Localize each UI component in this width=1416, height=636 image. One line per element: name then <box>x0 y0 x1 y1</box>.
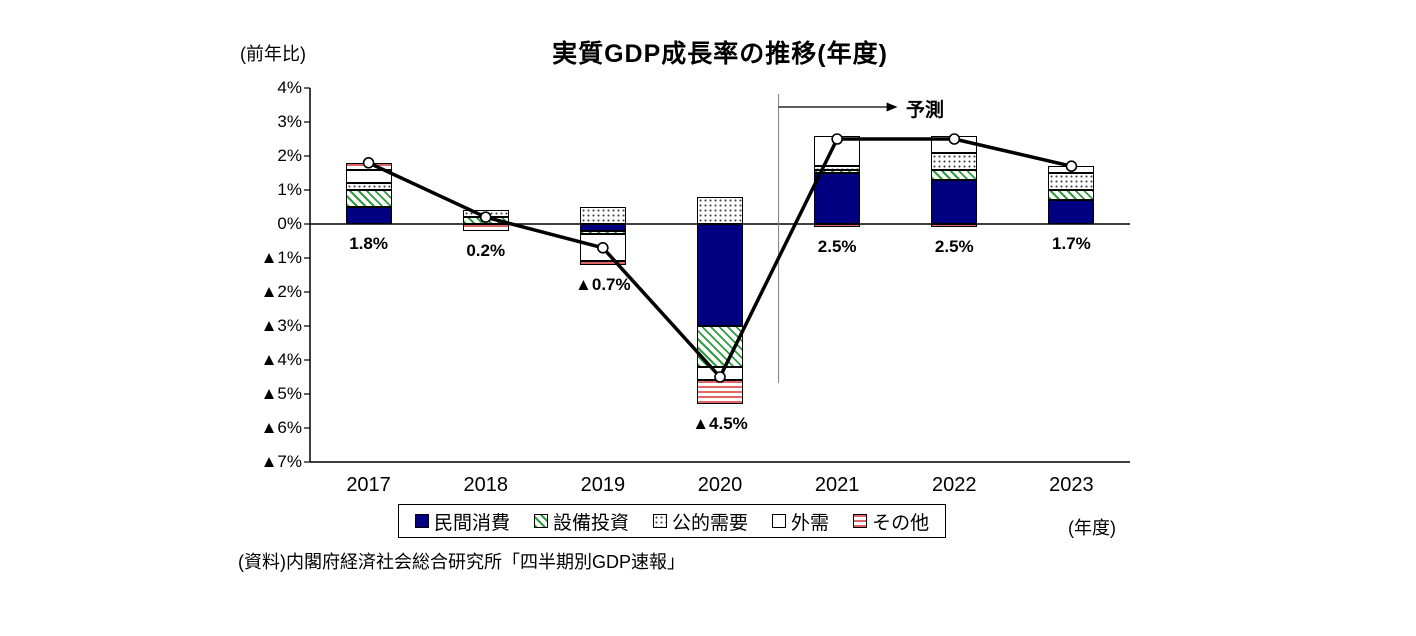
y-axis-label: ▲2% <box>260 282 302 301</box>
legend-item-external-demand: 外需 <box>772 508 829 535</box>
bar-total-label: 0.2% <box>466 240 506 260</box>
bar-segment <box>579 207 626 224</box>
source-note: (資料)内閣府経済社会総合研究所「四半期別GDP速報」 <box>238 552 685 572</box>
y-axis-label: ▲7% <box>260 452 302 471</box>
bar-segment <box>1048 173 1095 190</box>
legend-label: 外需 <box>791 512 830 534</box>
legend-swatch-private-consumption-icon <box>415 514 429 528</box>
bar-segment <box>814 135 861 167</box>
legend-swatch-public-demand-icon <box>653 514 668 528</box>
bar-segment <box>579 234 626 262</box>
legend-item-capital-investment: 設備投資 <box>534 508 629 535</box>
legend-item-private-consumption: 民間消費 <box>415 508 510 535</box>
bar-segment <box>814 166 861 170</box>
legend-swatch-capital-investment-icon <box>534 514 549 528</box>
bar-segment <box>1048 166 1095 173</box>
bar-segment <box>697 380 743 405</box>
y-axis-label: ▲3% <box>260 316 302 335</box>
bar-segment <box>1048 200 1095 224</box>
bar-segment <box>579 261 626 265</box>
y-axis-unit-note: (前年比) <box>240 44 306 64</box>
y-axis-label: ▲4% <box>260 350 302 369</box>
y-axis-label: 1% <box>277 180 302 199</box>
legend: 民間消費 設備投資 公的需要 外需 その他 <box>398 504 947 538</box>
bar-total-label: ▲0.7% <box>575 274 631 294</box>
x-axis-label: 2023 <box>1049 474 1094 496</box>
x-axis-label: 2018 <box>463 474 508 496</box>
bar-segment <box>462 217 509 224</box>
bar-segment <box>345 183 392 190</box>
x-axis-label: 2022 <box>932 474 977 496</box>
y-axis-label: ▲5% <box>260 384 302 403</box>
bar-total-label: 2.5% <box>934 237 974 257</box>
legend-label: その他 <box>872 512 930 534</box>
bar-segment <box>697 196 743 224</box>
legend-label: 民間消費 <box>434 512 511 534</box>
x-axis-unit-note: (年度) <box>1068 518 1116 538</box>
legend-label: 公的需要 <box>672 512 749 534</box>
bar-segment <box>814 224 861 228</box>
bar-segment <box>345 207 392 224</box>
bar-total-label: 2.5% <box>817 237 857 257</box>
bar-segment <box>931 224 978 228</box>
bar-segment <box>931 169 978 180</box>
legend-label: 設備投資 <box>553 512 630 534</box>
bar-segment <box>579 224 626 231</box>
bar-segment <box>462 224 509 231</box>
forecast-arrow-icon <box>886 102 898 112</box>
y-axis-label: 4% <box>277 78 302 97</box>
y-axis-label: 0% <box>277 214 302 233</box>
x-axis-label: 2019 <box>580 474 626 496</box>
legend-item-public-demand: 公的需要 <box>653 508 748 535</box>
y-axis-label: ▲1% <box>260 248 302 267</box>
x-axis-label: 2017 <box>346 474 391 496</box>
legend-item-others: その他 <box>853 508 929 535</box>
x-axis-label: 2021 <box>814 474 860 496</box>
bar-segment <box>345 162 392 170</box>
bar-total-label: 1.8% <box>349 234 388 253</box>
bar-segment <box>697 326 743 367</box>
bar-segment <box>345 169 392 184</box>
bar-segment <box>931 152 978 170</box>
bar-segment <box>345 190 392 207</box>
y-axis-label: 2% <box>277 146 302 165</box>
bar-total-label: 1.7% <box>1052 234 1091 253</box>
bar-segment <box>462 210 509 218</box>
y-axis-label: 3% <box>277 112 302 131</box>
x-axis-label: 2020 <box>697 474 743 496</box>
bar-segment <box>814 173 861 224</box>
bar-segment <box>931 179 978 224</box>
bar-segment <box>697 224 743 326</box>
bar-segment <box>1048 190 1095 201</box>
bar-segment <box>931 135 978 153</box>
bar-total-label: ▲4.5% <box>692 414 748 434</box>
forecast-label: 予測 <box>906 100 945 121</box>
y-axis-label: ▲6% <box>260 418 302 437</box>
chart-title: 実質GDP成長率の推移(年度) <box>552 40 888 68</box>
bar-segment <box>814 169 861 173</box>
legend-swatch-others-icon <box>853 514 868 528</box>
bar-segment <box>697 366 743 381</box>
legend-swatch-external-demand-icon <box>772 514 787 528</box>
